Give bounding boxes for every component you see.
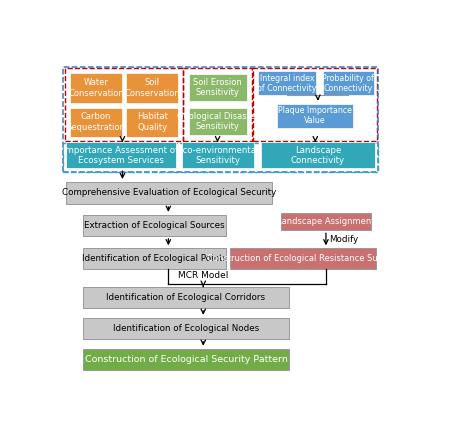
FancyBboxPatch shape [281, 214, 371, 230]
Text: Landscape Assignment: Landscape Assignment [277, 217, 374, 226]
Text: Modify: Modify [329, 235, 359, 244]
Text: Geological Disaster
Sensitivity: Geological Disaster Sensitivity [177, 112, 258, 131]
FancyBboxPatch shape [83, 318, 289, 339]
Text: Carbon
Sequestration: Carbon Sequestration [66, 112, 126, 132]
FancyBboxPatch shape [230, 248, 375, 269]
Text: Identification of Ecological Nodes: Identification of Ecological Nodes [113, 324, 259, 333]
FancyBboxPatch shape [83, 349, 289, 370]
FancyBboxPatch shape [189, 108, 246, 135]
Text: Landscape
Connectivity: Landscape Connectivity [291, 146, 345, 165]
FancyBboxPatch shape [261, 142, 375, 168]
FancyBboxPatch shape [70, 108, 122, 137]
FancyBboxPatch shape [83, 248, 227, 269]
FancyBboxPatch shape [182, 142, 254, 168]
Text: Integral index
of Connectivity: Integral index of Connectivity [257, 73, 317, 93]
Text: Plaque Importance
Value: Plaque Importance Value [278, 106, 352, 125]
FancyBboxPatch shape [83, 287, 289, 308]
FancyBboxPatch shape [277, 104, 353, 128]
FancyBboxPatch shape [70, 73, 122, 103]
FancyBboxPatch shape [258, 71, 317, 95]
Text: Water
Conservation: Water Conservation [68, 78, 124, 98]
Text: Probability of
Connectivity: Probability of Connectivity [322, 73, 374, 93]
Text: Construction of Ecological Resistance Surface: Construction of Ecological Resistance Su… [207, 254, 399, 263]
Text: Extraction of Ecological Sources: Extraction of Ecological Sources [84, 221, 225, 230]
Text: Importance Assessment of
Ecosystem Services: Importance Assessment of Ecosystem Servi… [64, 146, 179, 165]
Text: Soil Erosion
Sensitivity: Soil Erosion Sensitivity [193, 78, 242, 97]
FancyBboxPatch shape [66, 182, 272, 204]
FancyBboxPatch shape [323, 71, 374, 95]
Text: Habitat
Quality: Habitat Quality [137, 112, 168, 132]
Text: MCR Model: MCR Model [178, 271, 228, 280]
Text: Construction of Ecological Security Pattern: Construction of Ecological Security Patt… [84, 354, 287, 364]
Text: Identification of Ecological Corridors: Identification of Ecological Corridors [107, 293, 265, 302]
Text: Comprehensive Evaluation of Ecological Security: Comprehensive Evaluation of Ecological S… [62, 189, 276, 197]
FancyBboxPatch shape [189, 74, 246, 101]
FancyBboxPatch shape [66, 142, 176, 168]
Text: Identification of Ecological Points: Identification of Ecological Points [82, 254, 228, 263]
FancyBboxPatch shape [83, 215, 227, 236]
FancyBboxPatch shape [127, 108, 178, 137]
Text: Soil
Conservation: Soil Conservation [124, 78, 180, 98]
Text: Eco-environmental
Sensitivity: Eco-environmental Sensitivity [177, 146, 259, 165]
FancyBboxPatch shape [127, 73, 178, 103]
